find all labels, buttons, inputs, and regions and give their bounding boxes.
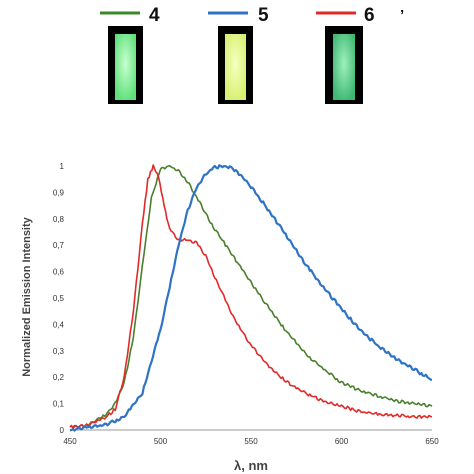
- y-tick-label: 0,6: [53, 268, 65, 277]
- series-line-4: [69, 164, 433, 428]
- y-tick-label: 0,7: [53, 241, 65, 250]
- y-tick-label: 0,4: [53, 320, 65, 329]
- series-line-6: [69, 164, 433, 430]
- x-axis-label: λ, nm: [234, 458, 268, 473]
- vial-4: [108, 26, 143, 104]
- y-axis-label: Normalized Emission Intensity: [21, 216, 33, 376]
- y-tick-label: 0,3: [53, 347, 65, 356]
- legend-label-6: 6: [364, 5, 375, 26]
- legend-mark: ’: [400, 7, 404, 24]
- y-tick-label: 0,1: [53, 400, 65, 409]
- x-tick-label: 650: [425, 437, 439, 446]
- x-tick-label: 600: [335, 437, 349, 446]
- x-tick-labels: 450 500 550 600 650: [63, 437, 439, 446]
- y-tick-label: 0,9: [53, 188, 65, 197]
- y-tick-label: 0,2: [53, 373, 65, 382]
- x-tick-label: 500: [154, 437, 168, 446]
- x-tick-label: 450: [63, 437, 77, 446]
- vial-photos: [108, 26, 363, 104]
- x-tick-label: 550: [244, 437, 258, 446]
- y-tick-label: 0: [60, 426, 65, 435]
- legend: 4 5 6 ’: [100, 5, 404, 26]
- series-line-5: [69, 164, 433, 432]
- vial-5: [218, 26, 253, 104]
- y-tick-labels: 0 0,1 0,2 0,3 0,4 0,5 0,6 0,7 0,8 0,9 1: [53, 162, 65, 435]
- series-lines: [69, 164, 433, 432]
- legend-label-5: 5: [258, 5, 269, 26]
- y-tick-label: 0,8: [53, 215, 65, 224]
- legend-label-4: 4: [149, 5, 160, 26]
- vial-6: [325, 26, 363, 104]
- emission-chart: 450 500 550 600 650 0 0,1 0,2 0,3 0,4 0,5 0,6 0,7 0,…: [21, 162, 439, 473]
- y-tick-label: 1: [60, 162, 65, 171]
- y-tick-label: 0,5: [53, 294, 65, 303]
